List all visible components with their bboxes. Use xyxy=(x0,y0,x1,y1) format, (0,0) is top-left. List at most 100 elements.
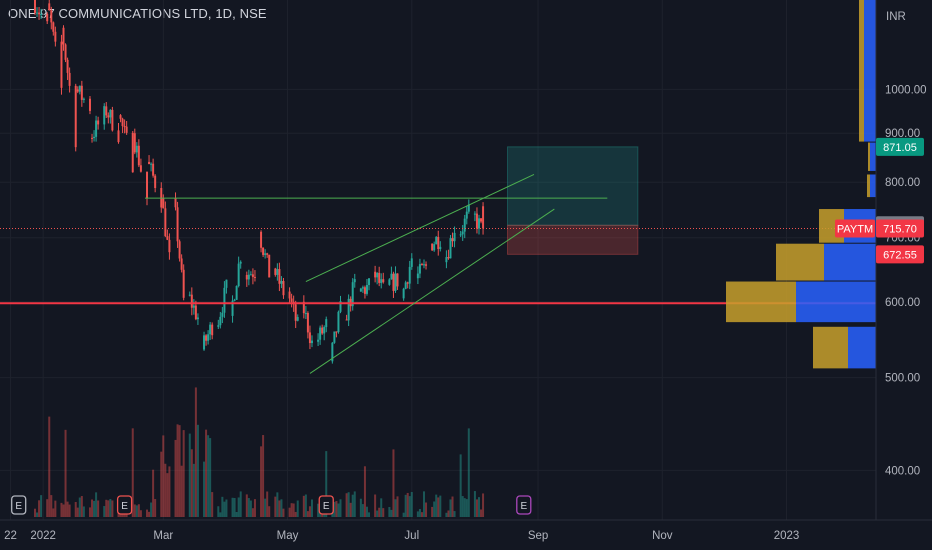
candle-body xyxy=(294,304,297,321)
candle-body xyxy=(408,266,411,284)
volume-bar xyxy=(133,504,136,517)
volume-bar xyxy=(150,502,153,517)
volume-bar xyxy=(207,435,210,517)
x-tick-label: Jul xyxy=(404,530,419,542)
candle-body xyxy=(288,291,291,299)
volume-profile-up xyxy=(813,326,848,369)
x-tick-label: 2022 xyxy=(30,530,56,542)
volume-bar xyxy=(333,501,336,517)
candle-body xyxy=(117,130,120,143)
volume-bar xyxy=(480,509,483,517)
volume-bar xyxy=(36,512,39,517)
volume-bar xyxy=(74,502,77,517)
volume-bar xyxy=(93,500,96,517)
candle-body xyxy=(425,264,428,266)
candle-body xyxy=(137,145,140,166)
candle-body xyxy=(207,334,210,341)
candle-body xyxy=(190,294,193,308)
candle-body xyxy=(473,213,476,215)
candle-body xyxy=(264,253,267,255)
candle-body xyxy=(480,218,483,222)
candle-body xyxy=(209,324,212,335)
candle-body xyxy=(296,317,299,321)
candle-body xyxy=(260,231,263,248)
earnings-event-label: E xyxy=(15,501,22,512)
volume-bar xyxy=(368,512,371,517)
candle-body xyxy=(406,282,409,284)
candle-body xyxy=(353,279,356,283)
volume-bar xyxy=(437,497,440,517)
volume-bar xyxy=(290,503,293,517)
candle-body xyxy=(465,211,468,219)
volume-bar xyxy=(302,495,305,517)
volume-bar xyxy=(166,473,169,517)
candle-body xyxy=(449,238,452,259)
volume-bar xyxy=(148,511,151,517)
volume-profile-down xyxy=(870,174,876,198)
candle-body xyxy=(262,247,265,255)
volume-profile-up xyxy=(867,174,870,198)
volume-bar xyxy=(52,508,55,517)
volume-bar xyxy=(353,491,356,517)
x-tick-label: May xyxy=(277,530,299,542)
candle-body xyxy=(103,106,106,125)
volume-profile xyxy=(726,0,876,369)
candle-body xyxy=(166,236,169,240)
candle-body xyxy=(280,281,283,284)
drawings xyxy=(0,174,876,374)
volume-bar xyxy=(402,512,405,517)
earnings-event-label: E xyxy=(121,501,128,512)
volume-bar xyxy=(376,510,379,517)
volume-bar xyxy=(239,491,242,517)
volume-bar xyxy=(445,512,448,517)
volume-bar xyxy=(194,387,197,517)
volume-bar xyxy=(418,509,421,517)
candle-body xyxy=(325,319,328,328)
symbol-badge-text: PAYTM xyxy=(837,223,873,235)
volume-bar xyxy=(439,495,442,517)
candle-body xyxy=(333,331,336,343)
candle-body xyxy=(233,299,236,301)
candle-body xyxy=(380,279,383,283)
volume-bar xyxy=(192,463,195,517)
volume-profile-down xyxy=(864,0,876,142)
candle-body xyxy=(176,207,179,242)
candle-body xyxy=(302,301,305,314)
y-tick-label: 1000.00 xyxy=(885,84,927,96)
volume-bar xyxy=(48,416,51,517)
volume-bar xyxy=(347,492,350,517)
candle-body xyxy=(36,12,39,14)
volume-bar xyxy=(382,508,385,517)
candle-body xyxy=(445,257,448,263)
candle-body xyxy=(203,335,206,350)
volume-bar xyxy=(308,506,311,517)
x-tick-label: Sep xyxy=(528,530,548,542)
candle-body xyxy=(416,273,419,279)
volume-bar xyxy=(288,507,291,517)
candle-body xyxy=(119,115,122,119)
candle-body xyxy=(402,288,405,299)
candle-body xyxy=(433,244,436,251)
volume-bar xyxy=(396,496,399,517)
volume-bar xyxy=(135,505,138,517)
volume-profile-up xyxy=(859,0,864,142)
candle-body xyxy=(347,298,350,321)
volume-bar xyxy=(294,511,297,517)
volume-bar xyxy=(337,503,340,517)
volume-bar xyxy=(33,508,36,517)
channel-lower-line xyxy=(309,208,555,374)
candle-body xyxy=(154,175,157,189)
candle-body xyxy=(475,213,478,229)
candle-body xyxy=(477,218,480,229)
candle-body xyxy=(105,106,108,116)
volume-bar xyxy=(237,497,240,517)
candle-body xyxy=(382,279,385,283)
candle-body xyxy=(237,263,240,286)
candle-body xyxy=(62,27,65,45)
y-tick-label: 500.00 xyxy=(885,373,920,385)
candle-body xyxy=(404,282,407,289)
candle-body xyxy=(306,313,309,333)
